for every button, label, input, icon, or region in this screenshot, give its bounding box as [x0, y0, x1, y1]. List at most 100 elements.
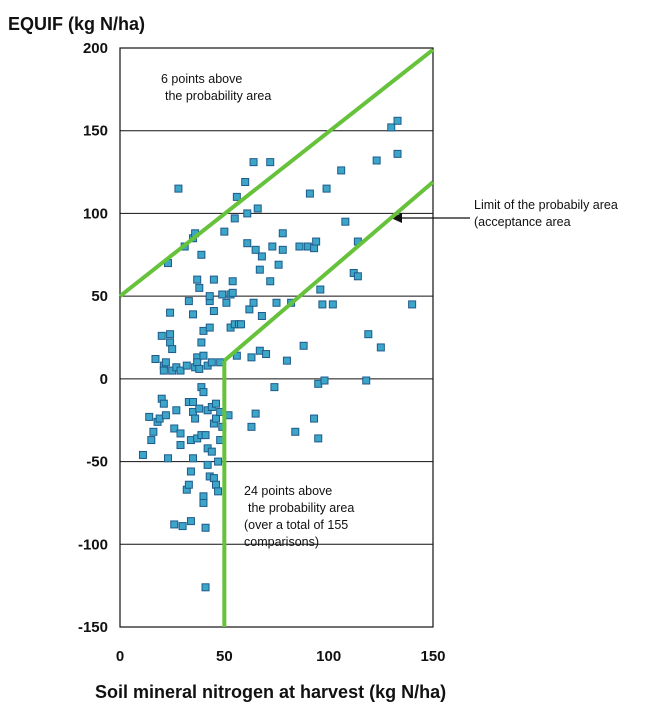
data-point [172, 406, 181, 415]
data-point [163, 454, 172, 463]
data-point [184, 480, 193, 489]
data-point [266, 277, 275, 286]
data-point [207, 358, 216, 367]
data-point [305, 189, 314, 198]
data-point [157, 331, 166, 340]
data-point [268, 242, 277, 251]
data-point [243, 239, 252, 248]
data-point [209, 275, 218, 284]
y-tick-label: 200 [83, 40, 108, 57]
data-point [161, 358, 170, 367]
data-point [203, 460, 212, 469]
data-point [232, 192, 241, 201]
data-point [299, 341, 308, 350]
data-point [214, 457, 223, 466]
data-point [205, 292, 214, 301]
lower-annotation: 24 points above the probability area (ov… [244, 484, 354, 549]
data-point [228, 288, 237, 297]
data-point [176, 429, 185, 438]
data-point [178, 522, 187, 531]
limit-label-annotation: Limit of the probabily area (acceptance … [391, 198, 618, 229]
data-point [199, 351, 208, 360]
data-point [168, 345, 177, 354]
limit-lines [118, 48, 435, 627]
y-tick-labels: 200 150 100 50 0 -50 -100 -150 [78, 40, 108, 636]
lower-note-line-2: the probability area [248, 501, 354, 515]
data-point [274, 260, 283, 269]
data-point [253, 204, 262, 213]
data-point [145, 412, 154, 421]
data-point [201, 523, 210, 532]
data-point [166, 338, 175, 347]
data-point [228, 277, 237, 286]
data-point [372, 156, 381, 165]
data-point [257, 252, 266, 261]
data-point [138, 450, 147, 459]
data-point [310, 414, 319, 423]
data-point [161, 411, 170, 420]
data-point [364, 330, 373, 339]
data-point [182, 361, 191, 370]
data-point [214, 487, 223, 496]
data-point [211, 480, 220, 489]
data-point [408, 300, 417, 309]
data-point [247, 422, 256, 431]
data-point [272, 298, 281, 307]
data-point [193, 358, 202, 367]
y-tick-label: 0 [100, 371, 108, 388]
data-point [249, 158, 258, 167]
data-point [201, 583, 210, 592]
data-point [186, 517, 195, 526]
data-point [170, 520, 179, 529]
data-point [251, 245, 260, 254]
limit-label-line-1: Limit of the probabily area [474, 198, 618, 212]
y-axis-title: EQUIF (kg N/ha) [8, 14, 145, 34]
data-point [170, 424, 179, 433]
y-tick-label: -150 [78, 619, 108, 636]
data-point [218, 290, 227, 299]
data-point [362, 376, 371, 385]
data-point [174, 184, 183, 193]
data-point [320, 376, 329, 385]
data-point [205, 323, 214, 332]
data-point [211, 414, 220, 423]
data-point [195, 404, 204, 413]
data-point [199, 498, 208, 507]
limit-label-line-2: (acceptance area [474, 215, 571, 229]
data-point [201, 431, 210, 440]
plot-frame [119, 47, 434, 628]
data-point [186, 467, 195, 476]
data-point [197, 338, 206, 347]
data-point [243, 209, 252, 218]
data-point [159, 399, 168, 408]
data-point [247, 353, 256, 362]
data-point [211, 399, 220, 408]
x-axis-title: Soil mineral nitrogen at harvest (kg N/h… [95, 682, 446, 702]
lower-note-line-4: comparisons) [244, 535, 319, 549]
limit-arrow-head [391, 213, 402, 223]
data-point [209, 474, 218, 483]
data-point [230, 214, 239, 223]
data-point [314, 434, 323, 443]
data-point [291, 427, 300, 436]
data-point [266, 158, 275, 167]
data-point [241, 177, 250, 186]
data-point [278, 245, 287, 254]
data-point [337, 166, 346, 175]
data-point [184, 297, 193, 306]
data-points [138, 116, 417, 592]
data-point [189, 398, 198, 407]
data-point [251, 409, 260, 418]
data-point [282, 356, 291, 365]
data-point [237, 320, 246, 329]
data-point [151, 355, 160, 364]
limit-line [118, 48, 435, 298]
data-point [147, 436, 156, 445]
data-point [295, 242, 304, 251]
data-point [322, 184, 331, 193]
data-point [278, 229, 287, 238]
data-point [220, 227, 229, 236]
upper-note-line-1: 6 points above [161, 72, 242, 86]
data-point [353, 272, 362, 281]
